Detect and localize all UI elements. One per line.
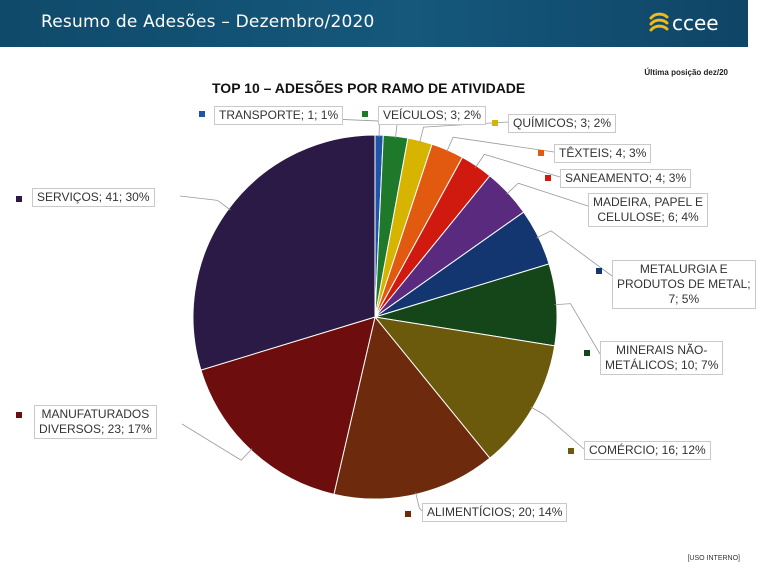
- slice-label-5: SANEAMENTO; 4; 3%: [560, 169, 692, 188]
- ccee-wave-logo-icon: ccee: [648, 11, 740, 37]
- slice-label-4: TÊXTEIS; 4; 3%: [554, 144, 652, 163]
- leader-line-7: [536, 230, 613, 277]
- slice-label-6: MADEIRA, PAPEL E CELULOSE; 6; 4%: [588, 193, 709, 227]
- slice-swatch-1: [199, 111, 205, 117]
- pie-slices: [192, 134, 558, 500]
- slice-swatch-4: [538, 150, 544, 156]
- footer-note: [USO INTERNO]: [687, 555, 740, 562]
- slice-swatch-11: [16, 412, 22, 418]
- slice-swatch-12: [16, 196, 22, 202]
- slice-swatch-2: [362, 111, 368, 117]
- slice-swatch-7: [596, 268, 602, 274]
- slice-label-1: TRANSPORTE; 1; 1%: [214, 106, 344, 125]
- leader-line-11: [181, 423, 253, 461]
- slice-label-9: COMÉRCIO; 16; 12%: [584, 441, 711, 460]
- chart-title: TOP 10 – ADESÕES POR RAMO DE ATIVIDADE: [212, 80, 526, 96]
- slice-swatch-3: [492, 120, 498, 126]
- slice-label-7: METALURGIA E PRODUTOS DE METAL; 7; 5%: [612, 260, 756, 309]
- logo-wave-icon: [649, 12, 669, 32]
- logo-text: ccee: [672, 11, 719, 35]
- header-bar: Resumo de Adesões – Dezembro/2020 ccee: [0, 0, 748, 47]
- leader-line-10: [415, 492, 423, 512]
- slice-swatch-8: [584, 350, 590, 356]
- leader-line-4: [446, 136, 555, 153]
- slice-label-8: MINERAIS NÃO- METÁLICOS; 10; 7%: [600, 341, 724, 375]
- slice-label-11: MANUFATURADOS DIVERSOS; 23; 17%: [34, 405, 157, 439]
- position-note: Última posição dez/20: [644, 68, 728, 77]
- leader-line-5: [475, 153, 561, 178]
- leader-line-8: [554, 303, 601, 355]
- leader-line-9: [530, 406, 585, 450]
- slice-swatch-9: [568, 448, 574, 454]
- slice-label-3: QUÍMICOS; 3; 2%: [508, 114, 617, 133]
- slice-label-10: ALIMENTÍCIOS; 20; 14%: [422, 503, 568, 522]
- leader-line-12: [179, 195, 231, 211]
- slice-label-12: SERVIÇOS; 41; 30%: [32, 188, 155, 207]
- slice-swatch-10: [405, 511, 411, 517]
- leader-line-6: [506, 182, 589, 207]
- page-title: Resumo de Adesões – Dezembro/2020: [41, 12, 375, 32]
- slice-label-2: VEÍCULOS; 3; 2%: [378, 106, 487, 125]
- slice-swatch-5: [545, 175, 551, 181]
